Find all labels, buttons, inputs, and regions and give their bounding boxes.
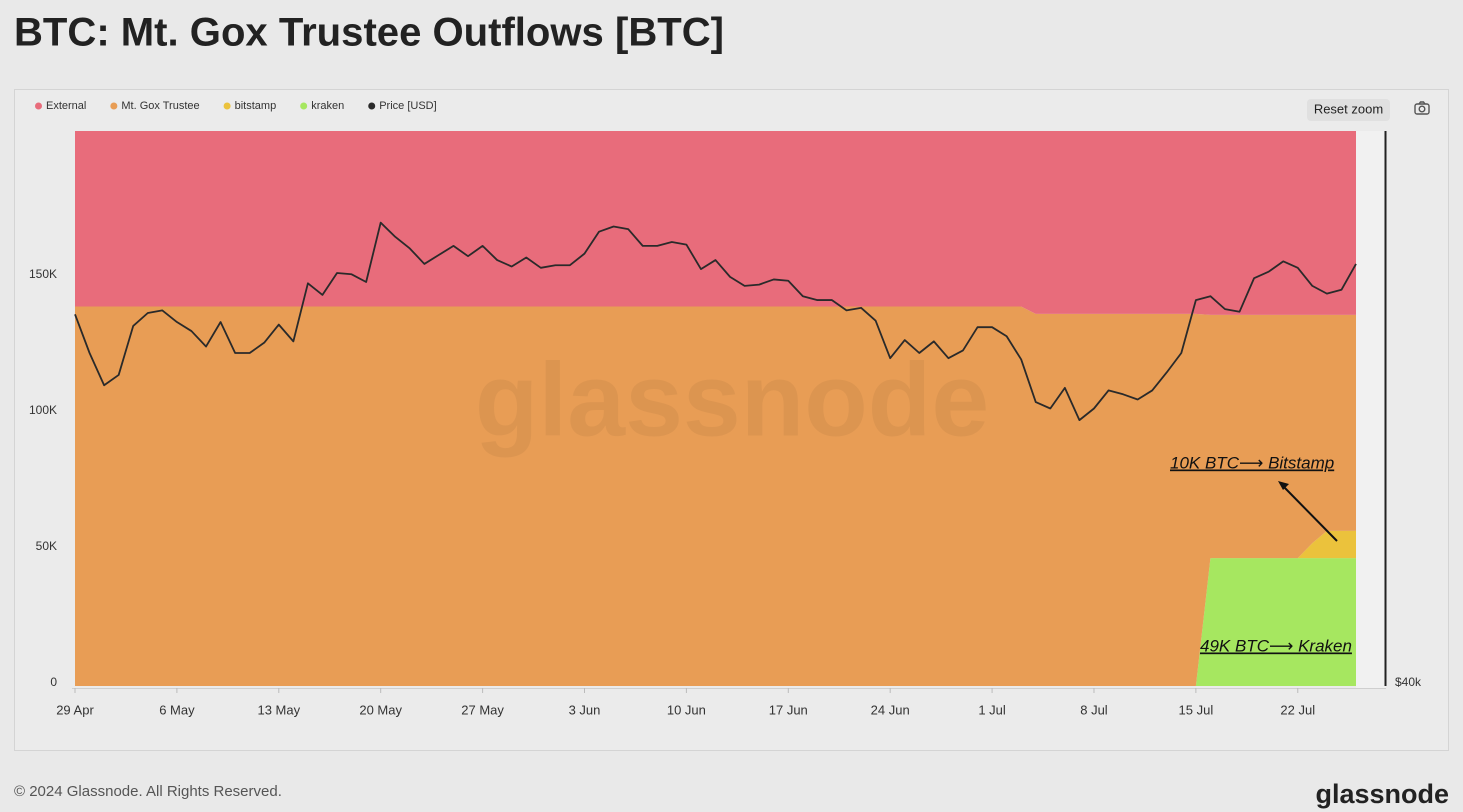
camera-lens[interactable]	[1418, 105, 1426, 113]
x-tick-label: 13 May	[257, 702, 300, 717]
brand-logo: glassnode	[1315, 779, 1449, 809]
y-tick-label: 0	[50, 675, 57, 689]
x-tick-label: 6 May	[159, 702, 195, 717]
plot: glassnode 0 50K 100K 150K $40k 29 Apr 6 May 13 M…	[29, 131, 1422, 717]
legend-label: External	[46, 100, 86, 112]
y-tick-label: 50K	[36, 539, 57, 553]
x-tick-label: 20 May	[359, 702, 402, 717]
right-gap	[1356, 131, 1386, 688]
watermark: glassnode	[475, 342, 989, 458]
annotation-arrowhead	[1278, 481, 1289, 490]
legend-dot	[223, 102, 231, 110]
button-bg[interactable]	[1307, 99, 1390, 121]
x-tick-label: 1 Jul	[978, 702, 1006, 717]
price-line	[74, 221, 1357, 422]
legend-item[interactable]: Price [USD]	[368, 100, 437, 112]
legend-dot	[368, 102, 376, 110]
x-tick-label: 3 Jun	[569, 702, 601, 717]
x-tick-label: 29 Apr	[56, 702, 94, 717]
camera-body[interactable]	[1414, 103, 1430, 115]
copyright: © 2024 Glassnode. All Rights Reserved.	[14, 783, 282, 800]
legend-label: kraken	[311, 100, 344, 112]
area	[75, 131, 1356, 315]
legend-item[interactable]: Mt. Gox Trustee	[110, 100, 200, 112]
x-tick-label: 24 Jun	[871, 702, 910, 717]
legend-item[interactable]: External	[35, 100, 86, 112]
button-label[interactable]: Reset zoom	[1314, 101, 1383, 116]
y2-tick-label: $40k	[1395, 675, 1422, 689]
legend-dot	[300, 102, 308, 110]
camera-top[interactable]	[1418, 101, 1426, 105]
legend-item[interactable]: bitstamp	[223, 100, 277, 112]
annotation: 49K BTC⟶ Kraken	[1200, 636, 1352, 655]
legend-label: Mt. Gox Trustee	[121, 100, 199, 112]
annotation-arrow	[1282, 485, 1338, 542]
legend-item[interactable]: kraken	[300, 100, 344, 112]
x-tick-label: 17 Jun	[769, 702, 808, 717]
reset-zoom-button[interactable]: Reset zoom	[1307, 99, 1390, 121]
legend-dot	[110, 102, 118, 110]
annotation: 10K BTC⟶ Bitstamp	[1170, 453, 1334, 472]
chart-title: BTC: Mt. Gox Trustee Outflows [BTC]	[14, 11, 724, 55]
camera-icon[interactable]	[1414, 101, 1430, 115]
y-tick-label: 150K	[29, 267, 57, 281]
legend-label: bitstamp	[235, 100, 277, 112]
y-tick-label: 100K	[29, 403, 57, 417]
x-tick-label: 10 Jun	[667, 702, 706, 717]
x-tick-label: 22 Jul	[1280, 702, 1315, 717]
legend-dot	[35, 102, 42, 110]
legend-label: Price [USD]	[379, 100, 436, 112]
area	[75, 558, 1356, 686]
x-tick-label: 8 Jul	[1080, 702, 1108, 717]
x-tick-label: 27 May	[461, 702, 504, 717]
x-tick-label: 15 Jul	[1179, 702, 1214, 717]
